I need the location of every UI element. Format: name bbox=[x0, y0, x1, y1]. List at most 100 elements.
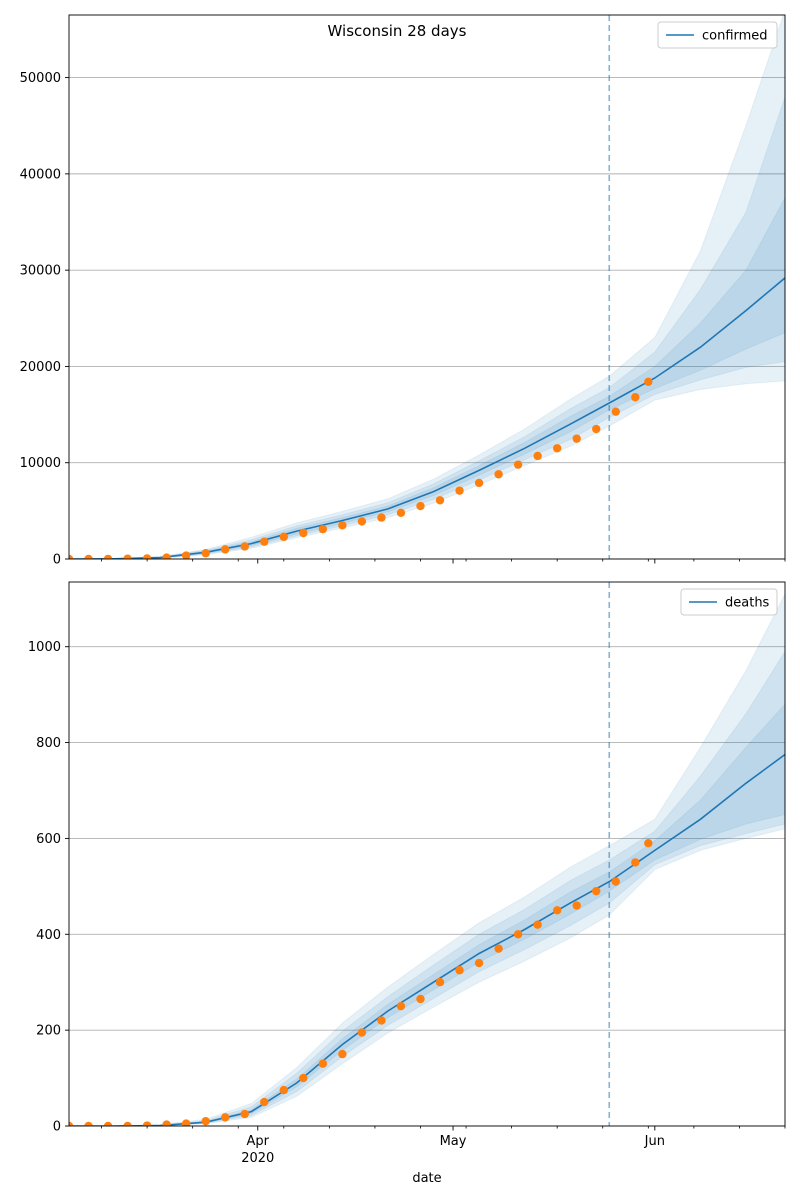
observed-point bbox=[318, 524, 328, 534]
observed-point bbox=[69, 1121, 74, 1126]
y-tick-label: 10000 bbox=[20, 456, 61, 471]
uncertainty-band-80 bbox=[69, 96, 785, 559]
observed-point bbox=[338, 1049, 347, 1059]
observed-point bbox=[396, 508, 406, 517]
x-tick-label: May bbox=[440, 1134, 467, 1149]
observed-point bbox=[644, 839, 653, 848]
observed-point bbox=[318, 1059, 328, 1068]
legend-box bbox=[680, 588, 778, 616]
observed-point bbox=[84, 554, 93, 559]
x-tick-label: Apr bbox=[247, 1134, 270, 1149]
confirmed-panel: 0 10000 20000 30000 40000 50000 confirmed bbox=[20, 14, 786, 568]
observed-point bbox=[123, 554, 132, 559]
shared-x-axis: Apr 2020 May Jun bbox=[241, 1134, 665, 1166]
observed-point bbox=[631, 393, 640, 402]
observed-point bbox=[455, 486, 464, 495]
observed-point bbox=[494, 944, 503, 953]
observed-point bbox=[338, 521, 347, 530]
observed-point bbox=[221, 545, 230, 554]
observed-point bbox=[416, 501, 425, 511]
observed-point bbox=[299, 528, 308, 538]
observed-point bbox=[377, 1016, 386, 1025]
observed-point bbox=[357, 517, 367, 526]
observed-point bbox=[631, 858, 640, 867]
y-tick-label: 1000 bbox=[28, 640, 61, 655]
observed-point bbox=[201, 549, 210, 558]
uncertainty-band-95 bbox=[69, 593, 785, 1126]
observed-point bbox=[162, 553, 171, 559]
observed-point bbox=[240, 542, 249, 551]
observed-point bbox=[377, 513, 386, 522]
observed-point bbox=[552, 444, 562, 453]
uncertainty-band-95 bbox=[69, 15, 785, 559]
observed-point bbox=[513, 930, 523, 939]
deaths-panel: 0 200 400 600 800 1000 deaths bbox=[28, 581, 786, 1135]
observed-point bbox=[611, 877, 620, 886]
observed-point bbox=[552, 906, 562, 915]
y-tick-label: 800 bbox=[36, 736, 61, 751]
y-tick-label: 50000 bbox=[20, 71, 61, 86]
observed-point bbox=[592, 886, 601, 896]
y-tick-label: 0 bbox=[53, 553, 61, 568]
median-line bbox=[69, 277, 785, 559]
legend-label: deaths bbox=[725, 596, 770, 611]
suptitle: Wisconsin 28 days bbox=[328, 22, 467, 40]
y-tick-label: 30000 bbox=[20, 264, 61, 279]
observed-point bbox=[474, 478, 484, 488]
observed-point bbox=[84, 1121, 93, 1126]
observed-point bbox=[279, 1085, 288, 1095]
observed-point bbox=[644, 377, 653, 387]
median-line bbox=[69, 753, 785, 1126]
observed-point bbox=[416, 994, 425, 1004]
legend-box bbox=[657, 21, 778, 49]
plot-area bbox=[69, 582, 785, 1126]
uncertainty-band-80 bbox=[69, 650, 785, 1126]
uncertainty-band-50 bbox=[69, 703, 785, 1126]
y-tick-label: 600 bbox=[36, 832, 61, 847]
observed-point bbox=[103, 554, 113, 559]
observed-point bbox=[279, 532, 288, 542]
observed-point bbox=[221, 1113, 230, 1122]
y-tick-label: 40000 bbox=[20, 167, 61, 182]
observed-point bbox=[142, 554, 152, 559]
x-axis-label: date bbox=[412, 1171, 441, 1186]
observed-point bbox=[260, 537, 269, 546]
observed-point bbox=[572, 901, 581, 910]
observed-point bbox=[181, 551, 191, 559]
plot-area bbox=[69, 15, 785, 559]
observed-point bbox=[162, 1120, 171, 1126]
observed-point bbox=[435, 496, 445, 505]
observed-point bbox=[142, 1121, 152, 1126]
axes-frame bbox=[68, 14, 786, 560]
x-tick-year-label: 2020 bbox=[241, 1151, 274, 1166]
observed-point bbox=[299, 1073, 308, 1083]
observed-point bbox=[240, 1109, 249, 1119]
observed-point bbox=[69, 554, 74, 559]
observed-point bbox=[181, 1119, 191, 1126]
axes-frame bbox=[68, 581, 786, 1127]
observed-point bbox=[435, 978, 445, 987]
observed-point bbox=[123, 1121, 132, 1126]
observed-point bbox=[474, 958, 484, 968]
y-tick-label: 20000 bbox=[20, 360, 61, 375]
observed-point bbox=[494, 470, 503, 479]
observed-point bbox=[357, 1028, 367, 1037]
observed-point bbox=[513, 460, 523, 469]
observed-point bbox=[572, 434, 581, 443]
observed-point bbox=[260, 1097, 269, 1107]
legend-label: confirmed bbox=[702, 29, 768, 44]
y-tick-label: 200 bbox=[36, 1024, 61, 1039]
observed-point bbox=[533, 920, 542, 929]
observed-point bbox=[611, 407, 620, 416]
x-tick-label: Jun bbox=[644, 1134, 665, 1149]
observed-point bbox=[455, 966, 464, 975]
observed-point bbox=[103, 1121, 113, 1126]
y-tick-label: 400 bbox=[36, 928, 61, 943]
observed-point bbox=[592, 424, 601, 434]
y-tick-label: 0 bbox=[53, 1120, 61, 1135]
observed-point bbox=[396, 1001, 406, 1011]
observed-point bbox=[533, 451, 542, 461]
legend: confirmed bbox=[657, 21, 778, 49]
legend: deaths bbox=[680, 588, 778, 616]
